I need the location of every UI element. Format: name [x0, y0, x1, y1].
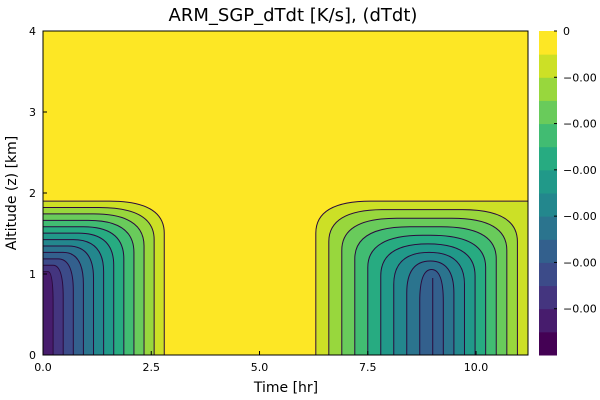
x-tick-label: 7.5 [359, 361, 377, 374]
colorbar-band [539, 77, 557, 101]
contour-band [42, 271, 54, 356]
colorbar-tick-label: 0 [563, 25, 570, 38]
y-axis-label: Altitude (z) [km] [4, 136, 20, 251]
colorbar-band [539, 193, 557, 217]
colorbar-band [539, 308, 557, 333]
colorbar-band [539, 31, 557, 55]
colorbar-tick-label: −0.00 [563, 164, 597, 177]
colorbar-tick-label: −0.00 [563, 71, 597, 84]
x-axis-ticks: 0.0 2.5 5.0 7.5 10.0 [34, 351, 488, 374]
x-tick-label: 0.0 [34, 361, 52, 374]
x-tick-label: 5.0 [251, 361, 269, 374]
colorbar-tick-label: −0.00 [563, 303, 597, 316]
colorbar [539, 31, 557, 356]
colorbar-ticks: 0 −0.00 −0.00 −0.00 −0.00 −0.00 −0.00 [554, 25, 597, 316]
y-tick-label: 2 [29, 187, 36, 200]
contour-band [419, 268, 444, 356]
y-tick-label: 4 [29, 25, 36, 38]
colorbar-band [539, 146, 557, 171]
x-tick-label: 2.5 [143, 361, 161, 374]
colorbar-band [539, 123, 557, 148]
contour-regions [42, 200, 529, 356]
colorbar-band [539, 262, 557, 287]
y-axis-ticks: 0 1 2 3 4 [29, 25, 47, 362]
colorbar-band [539, 285, 557, 310]
colorbar-band [539, 100, 557, 125]
colorbar-band [539, 54, 557, 78]
colorbar-band [539, 239, 557, 263]
plot-area [42, 30, 529, 356]
colorbar-tick-label: −0.00 [563, 210, 597, 223]
colorbar-tick-label: −0.00 [563, 118, 597, 131]
x-tick-label: 10.0 [464, 361, 489, 374]
x-axis-label: Time [hr] [253, 380, 318, 396]
colorbar-tick-label: −0.00 [563, 256, 597, 269]
y-tick-label: 1 [29, 268, 36, 281]
y-tick-label: 3 [29, 106, 36, 119]
colorbar-band [539, 331, 557, 356]
y-tick-label: 0 [29, 349, 36, 362]
colorbar-band [539, 216, 557, 240]
colorbar-band [539, 169, 557, 194]
chart-title: ARM_SGP_dTdt [K/s], (dTdt) [169, 5, 418, 26]
